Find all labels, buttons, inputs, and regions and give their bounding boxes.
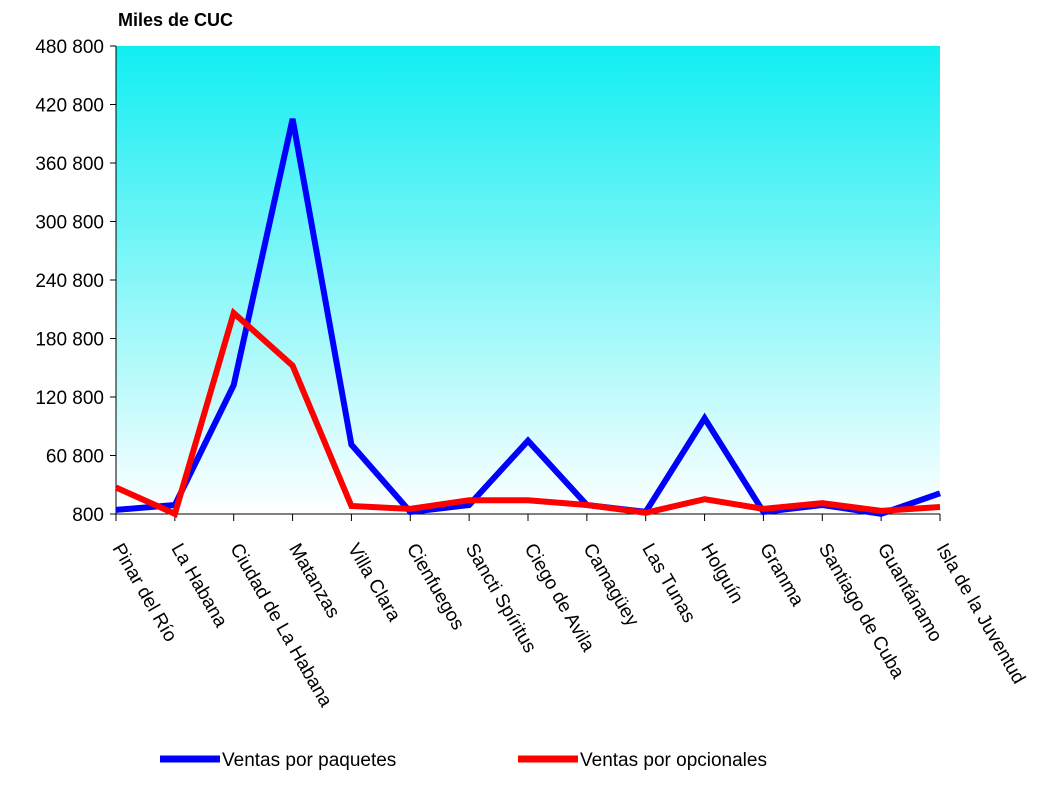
x-tick-label: Holguín xyxy=(696,540,747,607)
y-tick-label: 240 800 xyxy=(35,271,104,292)
plot-area xyxy=(116,46,940,514)
legend-label-1: Ventas por paquetes xyxy=(222,750,396,771)
x-tick-label: Matanzas xyxy=(284,540,343,622)
x-tick-label: Ciudad de La Habana xyxy=(225,540,336,711)
x-tick-label: Isla de la Juventud xyxy=(932,540,1029,688)
x-tick-label: Granma xyxy=(755,540,808,610)
y-tick-label: 300 800 xyxy=(35,213,104,234)
series-lines xyxy=(114,118,941,518)
y-tick-label: 360 800 xyxy=(35,154,104,175)
x-tick-label: Camagüey xyxy=(579,540,643,631)
legend: Ventas por paquetes Ventas por opcionales xyxy=(160,750,767,771)
x-tick-label: Villa Clara xyxy=(343,540,405,626)
x-tick-label: Cienfuegos xyxy=(402,540,468,634)
series-line-2 xyxy=(114,307,941,518)
y-axis: 480 800 420 800 360 800 300 800 240 800 180 8… xyxy=(35,37,117,526)
x-tick-label: La Habana xyxy=(167,540,232,631)
legend-label-2: Ventas por opcionales xyxy=(580,750,767,771)
y-axis-title: Miles de CUC xyxy=(118,10,233,30)
y-tick-label: 480 800 xyxy=(35,37,104,58)
y-tick-label: 800 xyxy=(72,505,104,526)
y-tick-label: 180 800 xyxy=(35,330,104,351)
y-tick-label: 60 800 xyxy=(46,447,104,468)
y-tick-label: 420 800 xyxy=(35,96,104,117)
y-tick-label: 120 800 xyxy=(35,388,104,409)
x-tick-label: Las Tunas xyxy=(637,540,699,626)
